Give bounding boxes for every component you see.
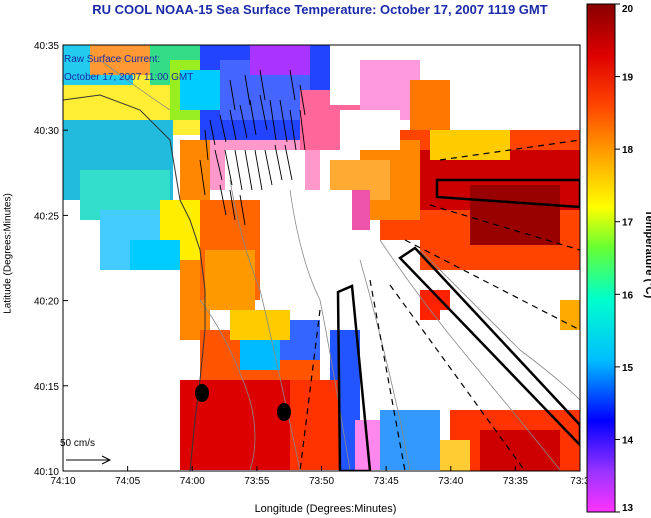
x-tick-label: 74:00 — [180, 476, 205, 487]
x-tick-label: 73:35 — [503, 476, 528, 487]
current-label-line2: October 17, 2007 11:00 GMT — [64, 72, 193, 83]
colorbar — [586, 3, 616, 513]
scale-arrow — [66, 455, 112, 465]
x-tick-label: 74:05 — [115, 476, 140, 487]
y-tick-label: 40:15 — [34, 382, 59, 393]
colorbar-tick-label: 17 — [622, 218, 634, 229]
colorbar-tick-label: 20 — [622, 4, 634, 15]
colorbar-tick-label: 19 — [622, 73, 634, 84]
dashed-lines — [299, 139, 580, 471]
x-tick-label: 73:3 — [570, 476, 590, 487]
colorbar-tick-label: 14 — [622, 435, 634, 446]
x-axis-ticks: 74:10 74:05 74:00 73:55 73:50 73:45 73:40 73:35… — [50, 466, 590, 487]
colorbar-tick-label: 13 — [622, 503, 634, 514]
y-tick-label: 40:10 — [34, 467, 59, 478]
x-tick-label: 73:40 — [438, 476, 463, 487]
x-axis-label: Longitude (Degrees:Minutes) — [254, 503, 397, 515]
y-tick-label: 40:25 — [34, 211, 59, 222]
y-axis-label: Latitude (Degrees:Minutes) — [2, 193, 14, 314]
colorbar-ticks: 20 19 18 17 16 15 14 13 — [615, 3, 634, 514]
y-tick-label: 40:20 — [34, 297, 59, 308]
colorbar-tick-label: 15 — [622, 363, 634, 374]
current-vectors — [199, 69, 306, 226]
bathymetry-contours — [99, 59, 580, 471]
station-marker — [277, 403, 291, 421]
x-tick-label: 74:10 — [50, 476, 75, 487]
x-tick-label: 73:45 — [374, 476, 399, 487]
coastline — [62, 94, 206, 472]
x-tick-label: 73:50 — [309, 476, 334, 487]
x-tick-label: 73:55 — [244, 476, 269, 487]
sst-field — [63, 45, 580, 471]
y-tick-label: 40:35 — [34, 41, 59, 52]
y-tick-label: 40:30 — [34, 126, 59, 137]
current-label-line1: Raw Surface Current: — [64, 54, 160, 65]
scale-label: 50 cm/s — [60, 438, 95, 449]
map-title: RU COOL NOAA-15 Sea Surface Temperature:… — [92, 2, 548, 17]
colorbar-label: Temperature (°C) — [643, 209, 651, 299]
y-axis-ticks: 40:35 40:30 40:25 40:20 40:15 40:10 — [34, 41, 68, 478]
survey-boxes — [336, 178, 580, 471]
station-marker — [195, 384, 209, 402]
colorbar-tick-label: 18 — [622, 145, 634, 156]
colorbar-tick-label: 16 — [622, 290, 634, 301]
